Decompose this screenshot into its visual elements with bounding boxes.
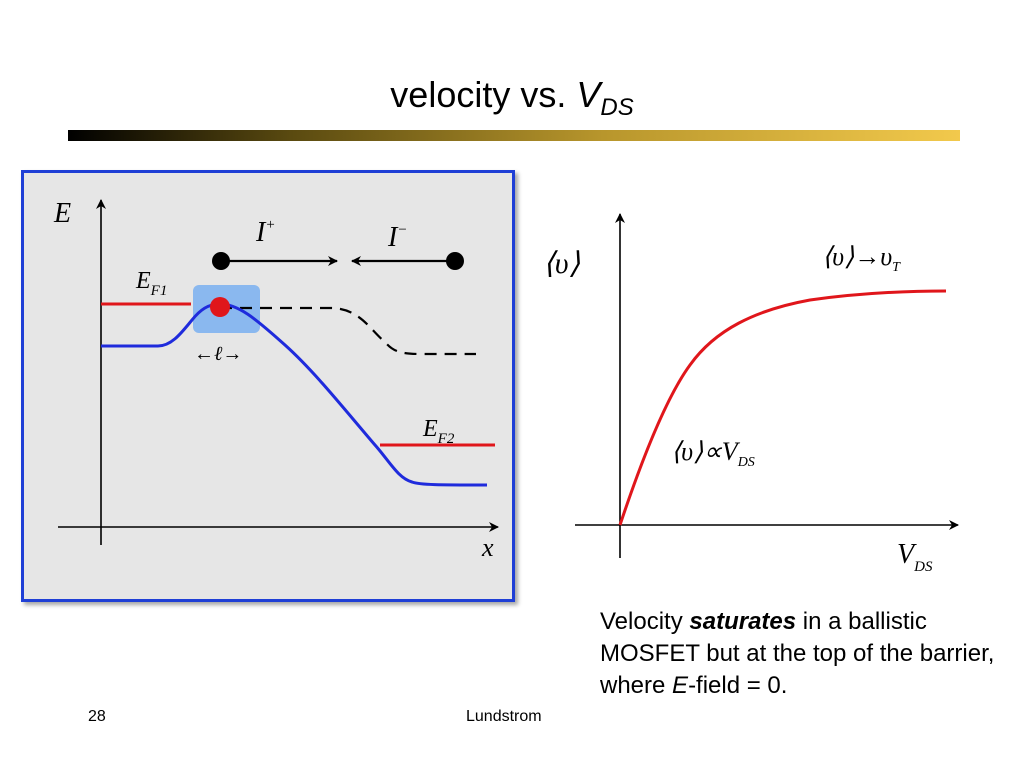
title-divider xyxy=(68,130,960,141)
caption-field-variable: E xyxy=(672,672,689,699)
band-y-axis-label: E xyxy=(53,198,71,229)
band-x-axis-label: x xyxy=(481,533,494,562)
saturation-velocity-label: ⟨υ⟩→υT xyxy=(822,242,901,275)
conduction-band-edge xyxy=(101,302,488,487)
page-number: 28 xyxy=(88,708,106,725)
title-prefix: velocity vs. xyxy=(390,74,577,115)
electron-dot xyxy=(210,297,230,317)
title-variable: V xyxy=(576,74,601,115)
band-diagram: E x I+ I− EF1 EF2 ←ℓ→ xyxy=(53,198,499,562)
title-subscript: DS xyxy=(600,94,634,122)
velocity-x-axis-label: VDS xyxy=(897,539,933,575)
band-diagram-panel xyxy=(21,170,515,602)
caption-text-1: Velocity xyxy=(600,608,690,635)
mean-free-path-label: ←ℓ→ xyxy=(194,343,242,365)
linear-regime-label: ⟨υ⟩∝VDS xyxy=(671,437,755,470)
velocity-plot: ⟨υ⟩ VDS ⟨υ⟩→υT ⟨υ⟩∝VDS xyxy=(543,213,959,575)
velocity-curve xyxy=(618,289,947,526)
fermi-level-1-label: EF1 xyxy=(135,268,167,299)
caption-text-3: -field = 0. xyxy=(688,672,788,699)
current-minus-label: I− xyxy=(387,222,407,253)
caption-text-2: in a ballistic MOSFET but at the top of … xyxy=(600,608,995,699)
current-plus-label: I+ xyxy=(255,217,275,248)
slide-caption: Velocity saturates in a ballistic MOSFET… xyxy=(600,606,1010,702)
caption-emphasis: saturates xyxy=(689,608,797,635)
footer-author: Lundstrom xyxy=(466,708,542,725)
fermi-level-2-label: EF2 xyxy=(422,416,455,447)
dashed-band-edge xyxy=(220,306,476,356)
velocity-y-axis-label: ⟨υ⟩ xyxy=(543,247,580,280)
slide-title: velocity vs. VDS xyxy=(0,74,1024,122)
